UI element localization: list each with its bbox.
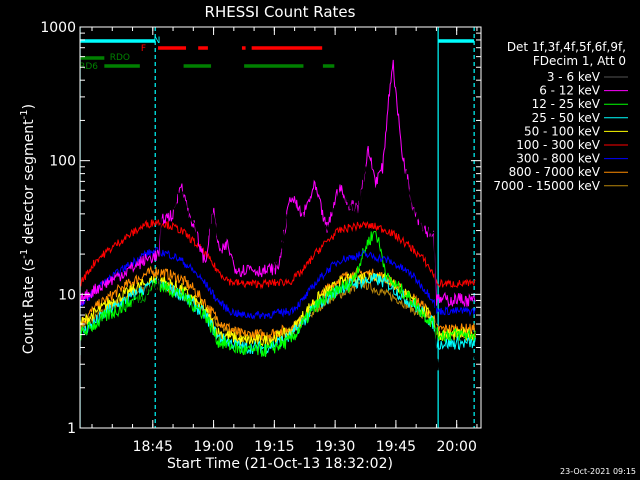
legend-label-3: 25 - 50 keV [532, 111, 601, 125]
status-bars: NF RDO RD6 [79, 36, 475, 72]
legend-header-line-2: FDecim 1, Att 0 [533, 54, 626, 68]
series-line-0 [80, 112, 476, 372]
legend-label-8: 7000 - 15000 keV [493, 179, 600, 193]
footer-date: 23-Oct-2021 09:15 [560, 467, 636, 476]
status-bar-label-n: N [154, 36, 161, 46]
legend-label-1: 6 - 12 keV [539, 84, 601, 98]
x-tick-label-4: 19:45 [376, 439, 416, 455]
y-axis-label: Count Rate (s-1 detector segment-1) [19, 104, 37, 354]
x-tick-label-3: 19:30 [315, 439, 355, 455]
legend-label-0: 3 - 6 keV [547, 70, 601, 84]
x-axis: 18:45 19:00 19:15 19:30 19:45 20:00 [91, 27, 478, 455]
y-tick-label-0: 1 [67, 421, 76, 437]
legend-label-2: 12 - 25 keV [532, 97, 601, 111]
legend: Det 1f,3f,4f,5f,6f,9f, FDecim 1, Att 0 3… [493, 40, 628, 193]
x-tick-label-5: 20:00 [437, 439, 477, 455]
status-bar-label-rdo: RDO [110, 53, 130, 63]
plot-frame [79, 26, 482, 429]
series-line-6 [80, 246, 476, 320]
chart-title: RHESSI Count Rates [205, 3, 356, 21]
legend-label-5: 100 - 300 keV [516, 138, 600, 152]
y-tick-label-3: 1000 [40, 20, 76, 36]
x-tick-label-0: 18:45 [133, 439, 173, 455]
legend-label-6: 300 - 800 keV [516, 152, 600, 166]
x-axis-label: Start Time (21-Oct-13 18:32:02) [167, 456, 393, 472]
status-bar-label-f: F [141, 44, 146, 54]
x-tick-label-1: 19:00 [193, 439, 233, 455]
legend-header-line-1: Det 1f,3f,4f,5f,6f,9f, [507, 40, 626, 54]
y-axis: 1 10 100 1000 [40, 20, 481, 437]
x-tick-label-2: 19:15 [254, 439, 294, 455]
plot-area: NF RDO RD6 [79, 27, 476, 428]
series-lines [80, 59, 476, 372]
legend-label-4: 50 - 100 keV [524, 124, 601, 138]
y-tick-label-2: 100 [49, 154, 76, 170]
status-bar-label-rd6: RD6 [79, 62, 98, 72]
legend-label-7: 800 - 7000 keV [509, 165, 601, 179]
series-line-5 [80, 218, 476, 290]
y-tick-label-1: 10 [58, 287, 76, 303]
series-line-3 [80, 273, 476, 355]
